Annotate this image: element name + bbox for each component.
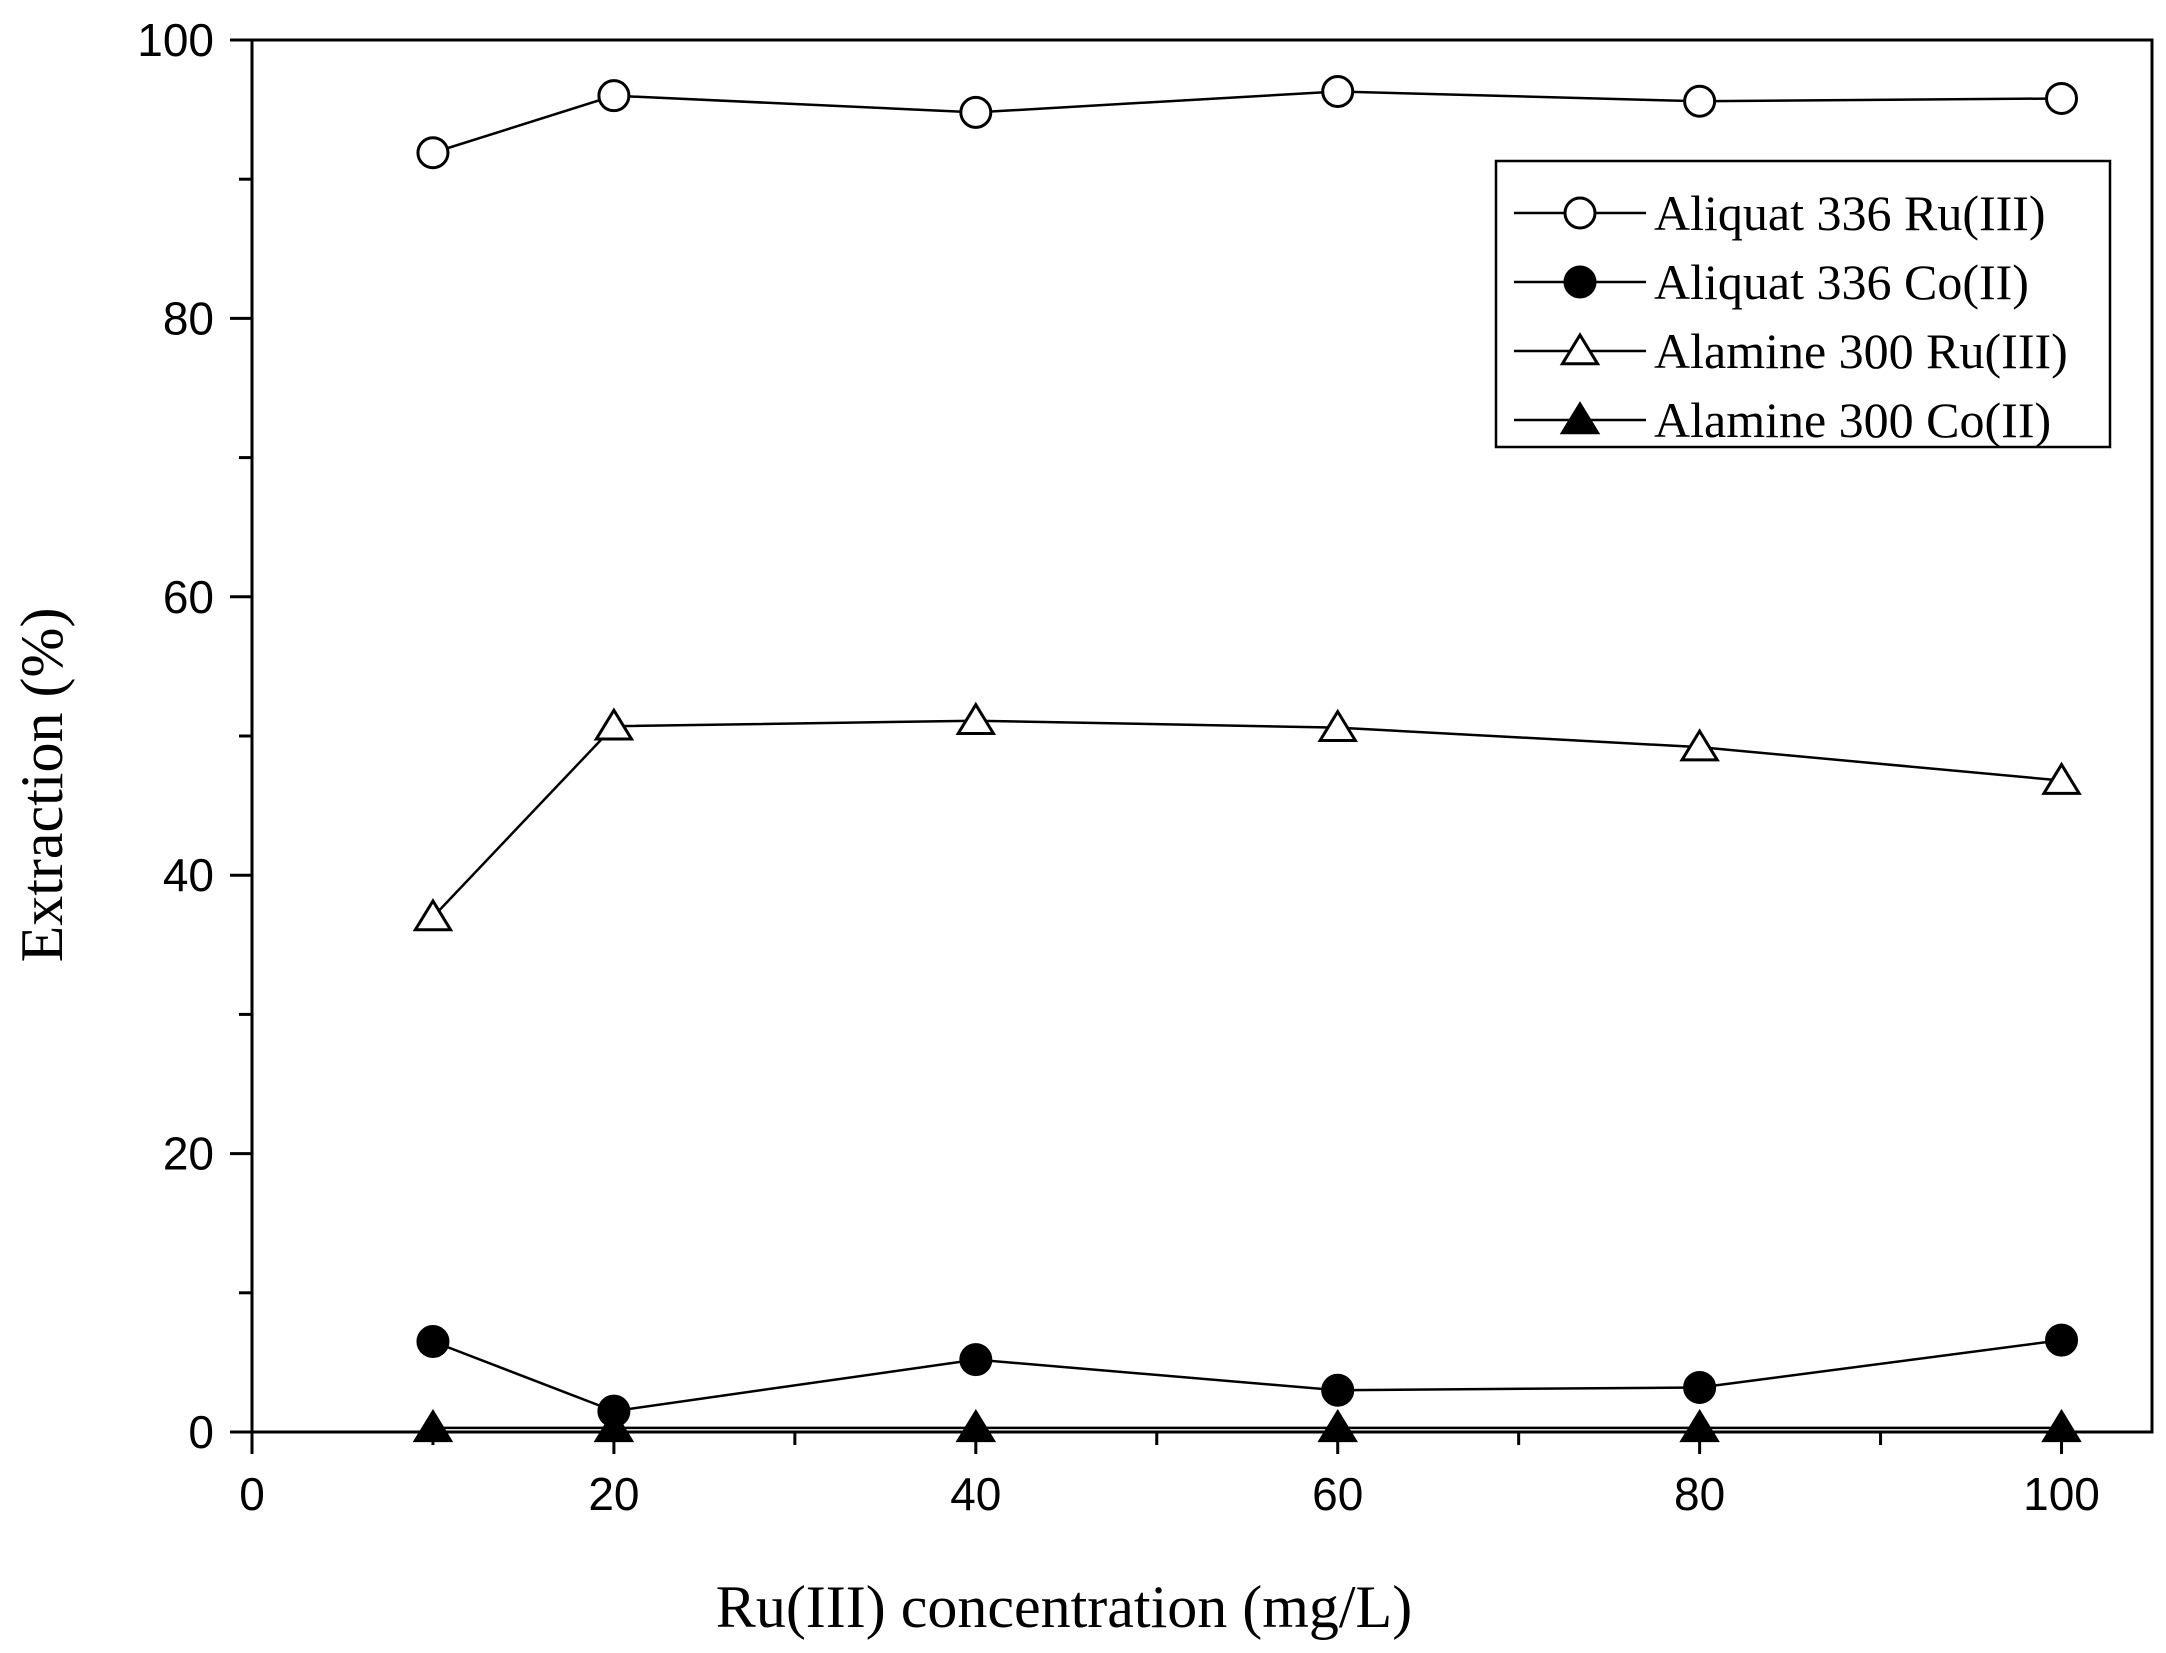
legend-marker [1559,332,1601,366]
data-point [2045,81,2079,115]
series-lines [412,75,2082,1443]
legend-entry: Alamine 300 Ru(III) [1514,323,2068,379]
data-point [2041,1408,2082,1443]
data-point [416,136,450,170]
legend-marker [1563,265,1597,299]
x-axis-title: Ru(III) concentration (mg/L) [716,1574,1412,1640]
series-4 [412,1408,2082,1443]
axes: 0 20 40 60 80 100 0 20 40 60 80 100 [137,14,2154,1520]
legend-label: Alamine 300 Ru(III) [1654,323,2068,379]
legend-label: Alamine 300 Co(II) [1654,392,2051,448]
series-line [432,90,2062,154]
legend: Aliquat 336 Ru(III) Aliquat 336 Co(II) Ala… [1494,159,2112,449]
legend-label: Aliquat 336 Ru(III) [1654,185,2046,241]
y-tick-label: 80 [163,292,214,344]
x-tick-label: 40 [950,1468,1001,1520]
data-point [1321,1373,1355,1407]
y-tick-label: 40 [163,849,214,901]
data-point [2045,1323,2079,1357]
series-1 [416,75,2079,170]
data-point [1683,84,1717,118]
series-2 [416,1323,2079,1428]
x-tick-label: 80 [1674,1468,1725,1520]
legend-marker [1559,401,1601,435]
data-point [1321,75,1355,109]
x-tick-label: 20 [588,1468,639,1520]
x-tick-label: 60 [1312,1468,1363,1520]
y-axis-title: Extraction (%) [9,608,75,963]
data-point [955,701,997,735]
data-point [959,95,993,129]
data-point [412,1408,454,1443]
data-point [1679,728,1720,762]
series-3 [412,701,2082,932]
series-line [432,719,2062,918]
data-point [412,898,454,932]
legend-entry: Aliquat 336 Ru(III) [1514,185,2046,241]
legend-entry: Alamine 300 Co(II) [1514,392,2051,448]
data-point [593,707,635,741]
y-tick-label: 20 [163,1128,214,1180]
y-tick-label: 100 [137,14,214,66]
data-point [1679,1408,1720,1443]
x-tick-label: 100 [2023,1468,2100,1520]
legend-label: Aliquat 336 Co(II) [1654,254,2029,310]
data-point [1683,1370,1717,1404]
data-point [416,1325,450,1359]
data-point [593,1408,635,1443]
data-point [955,1408,997,1443]
data-point [959,1343,993,1377]
y-tick-label: 60 [163,571,214,623]
x-tick-label: 0 [239,1468,265,1520]
data-point [597,79,631,113]
data-point [2041,761,2082,795]
series-line [432,1338,2062,1413]
legend-entry: Aliquat 336 Co(II) [1514,254,2029,310]
legend-marker [1563,196,1597,230]
data-point [1317,1408,1358,1443]
y-tick-label: 0 [188,1406,214,1458]
data-point [1317,708,1358,742]
legend-box [1494,159,2112,449]
